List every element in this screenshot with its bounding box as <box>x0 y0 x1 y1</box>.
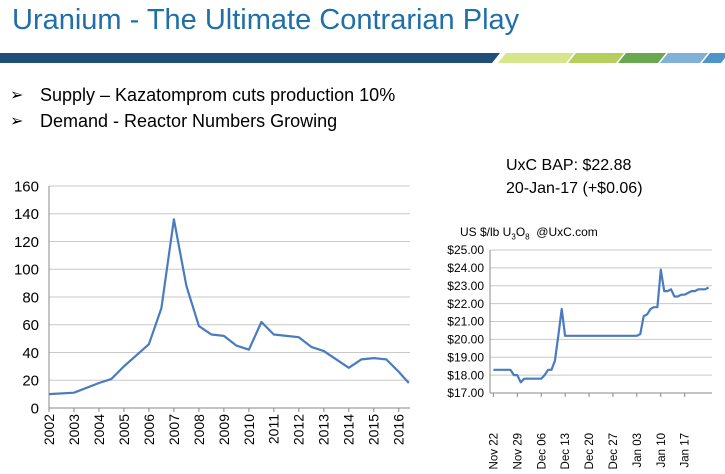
unit-prefix: US $/lb U <box>460 225 512 239</box>
bullet-list: ➢ Supply – Kazatomprom cuts production 1… <box>10 82 395 134</box>
x-tick-label: 2005 <box>116 414 132 445</box>
y-tick-label: $18.00 <box>447 368 484 382</box>
unit-sub-3: 3 <box>511 232 516 242</box>
bullet-text: Supply – Kazatomprom cuts production 10% <box>40 84 396 105</box>
x-tick-label: 2010 <box>241 414 257 445</box>
small-chart-unit-label: US $/lb U3O8 @UxC.com <box>460 225 598 241</box>
y-tick-label: 60 <box>22 317 39 334</box>
title-bar-segment <box>0 53 500 63</box>
x-tick-label: 2013 <box>316 414 332 445</box>
title-bar-segment <box>702 53 725 63</box>
series-line <box>493 268 710 384</box>
arrow-bullet-icon: ➢ <box>10 87 24 104</box>
x-tick-label: 2009 <box>216 414 232 445</box>
title-bar-segment <box>660 53 708 63</box>
series-line <box>48 218 410 396</box>
y-tick-label: 20 <box>22 373 39 390</box>
arrow-bullet-icon: ➢ <box>10 113 24 130</box>
x-tick-label: Nov 22 <box>488 433 500 469</box>
unit-sub-8: 8 <box>525 232 530 242</box>
x-tick-label: 2015 <box>366 414 382 445</box>
x-tick-label: 2008 <box>191 414 207 445</box>
x-tick-label: 2002 <box>41 414 57 445</box>
y-tick-label: 160 <box>14 178 39 195</box>
y-tick-label: $24.00 <box>447 261 484 275</box>
title-bar-segment <box>498 53 574 63</box>
x-tick-label: 2014 <box>341 414 357 445</box>
price-quote: UxC BAP: $22.88 20-Jan-17 (+$0.06) <box>506 154 643 200</box>
page-title: Uranium - The Ultimate Contrarian Play <box>12 4 520 36</box>
x-tick-label: Dec 27 <box>608 433 620 469</box>
y-tick-label: 0 <box>31 400 39 417</box>
y-tick-label: $23.00 <box>447 279 484 293</box>
x-tick-label: 2007 <box>166 414 182 445</box>
x-tick-label: 2006 <box>141 414 157 445</box>
x-tick-label: 2016 <box>391 414 407 445</box>
quote-price: UxC BAP: $22.88 <box>506 157 632 174</box>
x-tick-label: 2012 <box>291 414 307 445</box>
y-tick-label: $20.00 <box>447 333 484 347</box>
y-tick-label: $25.00 <box>447 243 484 257</box>
x-tick-label: 2004 <box>91 414 107 445</box>
x-tick-label: Jan 03 <box>632 433 644 468</box>
x-tick-label: 2011 <box>266 414 282 444</box>
y-tick-label: 140 <box>14 206 39 223</box>
y-tick-label: 100 <box>14 262 39 279</box>
title-bar-segment <box>618 53 666 63</box>
x-tick-label: Jan 10 <box>656 433 668 468</box>
title-accent-bar <box>0 53 725 63</box>
quote-date-change: 20-Jan-17 (+$0.06) <box>506 180 643 197</box>
y-tick-label: 80 <box>22 289 39 306</box>
y-tick-label: $17.00 <box>447 386 484 400</box>
y-tick-label: 120 <box>14 234 39 251</box>
unit-mid: O <box>515 225 526 239</box>
x-tick-label: Dec 13 <box>560 433 572 469</box>
x-tick-label: 2003 <box>66 414 82 445</box>
title-bar-segment <box>568 53 624 63</box>
y-tick-label: $21.00 <box>447 315 484 329</box>
bullet-demand: ➢ Demand - Reactor Numbers Growing <box>10 108 395 134</box>
y-tick-label: $19.00 <box>447 350 484 364</box>
x-tick-label: Nov 29 <box>512 433 524 469</box>
x-tick-label: Jan 17 <box>680 433 692 468</box>
unit-suffix: @UxC.com <box>529 225 598 239</box>
y-tick-label: 40 <box>22 345 39 362</box>
x-tick-label: Dec 20 <box>584 433 596 469</box>
bullet-supply: ➢ Supply – Kazatomprom cuts production 1… <box>10 82 395 108</box>
y-tick-label: $22.00 <box>447 297 484 311</box>
x-tick-label: Dec 06 <box>536 433 548 469</box>
bullet-text: Demand - Reactor Numbers Growing <box>40 110 338 131</box>
